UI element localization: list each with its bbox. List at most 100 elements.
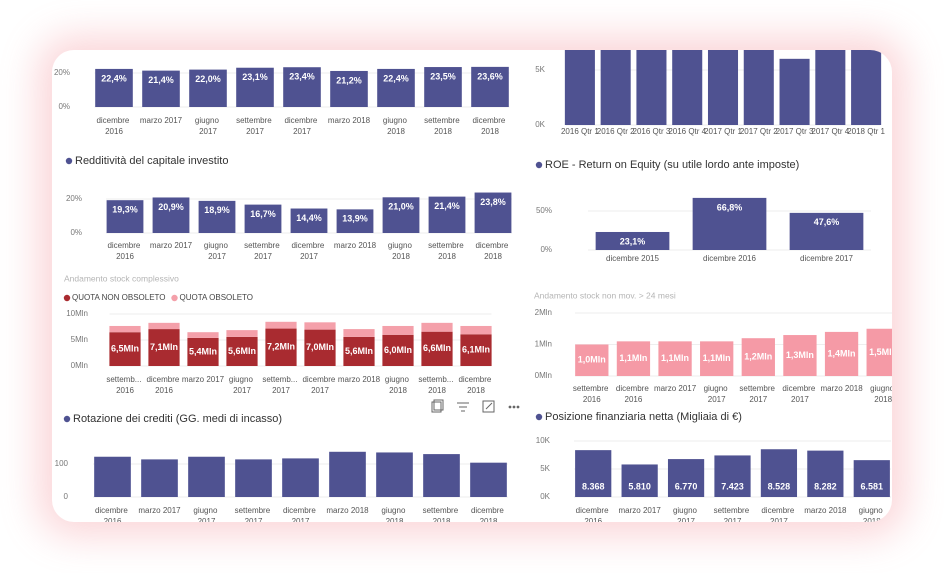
x-tick-label: marzo 2017: [654, 384, 697, 393]
bar: [424, 67, 462, 107]
bar: [282, 458, 319, 497]
value-label: 47,6%: [814, 217, 840, 227]
x-tick-label: dicembre 2016: [616, 384, 651, 404]
bar: [760, 449, 798, 497]
bar: [470, 462, 507, 497]
x-tick-label: giugno 2018: [381, 506, 407, 526]
value-label: 6.770: [675, 481, 698, 491]
bar-segment: [421, 331, 453, 366]
bar: [636, 50, 667, 125]
x-tick-label: settembre 2017: [244, 241, 282, 261]
x-tick-label: settemb... 2017: [262, 375, 299, 395]
bar-segment: [187, 337, 219, 366]
legend-label: QUOTA NON OBSOLETO: [72, 293, 166, 302]
chart: Rotazione dei crediti (GG. medi di incas…: [55, 413, 508, 526]
bar: [575, 344, 609, 376]
x-tick-label: giugno 2017: [193, 506, 219, 526]
more-icon-dot: [512, 405, 516, 409]
bar: [474, 192, 512, 233]
x-tick-label: settembre 2016: [573, 384, 611, 404]
expand-icon[interactable]: [482, 400, 495, 413]
x-tick-label: marzo 2018: [328, 116, 371, 125]
y-tick-label: 0K: [535, 120, 545, 129]
chart-title: Rotazione dei crediti (GG. medi di incas…: [73, 413, 282, 425]
chart: Redditività del capitale investito 0% 20% d…: [65, 155, 512, 261]
value-label: 1,0Mln: [578, 355, 606, 365]
bar-segment: [304, 322, 336, 330]
value-label: 7,0Mln: [306, 342, 334, 352]
value-label: 1,4Mln: [828, 348, 856, 358]
x-tick-label: dicembre 2017: [284, 116, 319, 136]
bar-segment: [148, 329, 180, 366]
value-label: 23,5%: [430, 71, 456, 81]
bar-segment: [343, 329, 375, 337]
y-tick-label: 0Mln: [535, 371, 552, 380]
bar: [866, 328, 892, 376]
x-tick-label: marzo 2017: [138, 506, 181, 515]
bar: [700, 341, 734, 376]
x-tick-label: dicembre 2017: [302, 375, 337, 395]
legend-dot: [171, 294, 178, 302]
value-label: 19,3%: [112, 205, 138, 215]
y-tick-label: 20%: [54, 68, 70, 77]
x-tick-label: dicembre 2017: [761, 506, 796, 526]
x-tick-label: settemb... 2018: [418, 375, 455, 395]
focus-icon[interactable]: [431, 401, 442, 413]
x-tick-label: 2017 Qtr 4: [811, 127, 849, 136]
bar-segment: [460, 334, 492, 366]
more-icon[interactable]: [508, 405, 512, 409]
x-tick-label: settembre 2018: [424, 116, 462, 136]
title-dot: [65, 157, 73, 165]
bar: [667, 459, 705, 497]
title-dot: [535, 413, 543, 421]
x-tick-label: marzo 2018: [326, 506, 369, 515]
bar: [714, 455, 751, 497]
value-label: 14,4%: [296, 213, 322, 223]
x-tick-label: dicembre 2016: [576, 506, 611, 526]
bar-segment: [304, 329, 336, 366]
bar: [824, 331, 859, 376]
x-tick-label: 2016 Qtr 2: [597, 127, 635, 136]
bar: [692, 197, 767, 250]
bar: [616, 341, 651, 376]
y-tick-label: 0%: [58, 102, 70, 111]
x-tick-label: giugno 2018: [385, 375, 411, 395]
x-tick-label: giugno 2018: [859, 506, 885, 526]
chart-title: ROE - Return on Equity (su utile lordo a…: [545, 159, 799, 171]
value-label: 23,8%: [480, 197, 506, 207]
x-tick-label: dicembre 2017: [291, 241, 326, 261]
chart: ROE - Return on Equity (su utile lordo a…: [535, 159, 871, 263]
value-label: 22,0%: [195, 74, 221, 84]
bar-segment: [343, 336, 375, 366]
chart-subtitle: Andamento stock complessivo: [64, 273, 179, 283]
value-label: 66,8%: [717, 202, 743, 212]
bar: [789, 212, 864, 250]
x-tick-label: marzo 2018: [334, 241, 377, 250]
value-label: 23,1%: [620, 236, 646, 246]
x-tick-label: dicembre 2016: [703, 254, 756, 263]
x-tick-label: marzo 2018: [820, 384, 863, 393]
value-label: 8.368: [582, 481, 605, 491]
bar-segment: [265, 328, 297, 366]
bar: [743, 50, 774, 125]
bar-segment: [382, 325, 414, 335]
bar: [595, 231, 670, 250]
bar: [376, 452, 413, 497]
visual-header-icons: [431, 399, 520, 413]
bar: [600, 50, 631, 125]
x-tick-label: dicembre 2017: [283, 506, 318, 526]
bar: [188, 456, 225, 497]
y-tick-label: 2Mln: [535, 308, 552, 317]
bar-segment: [460, 325, 492, 335]
y-tick-label: 10Mln: [66, 309, 88, 318]
bar: [330, 70, 368, 107]
value-label: 23,4%: [289, 72, 315, 82]
value-label: 21,0%: [388, 202, 414, 212]
value-label: 21,4%: [434, 201, 460, 211]
value-label: 6.016: [783, 46, 806, 56]
bar: [658, 341, 692, 376]
y-tick-label: 10K: [536, 436, 551, 445]
